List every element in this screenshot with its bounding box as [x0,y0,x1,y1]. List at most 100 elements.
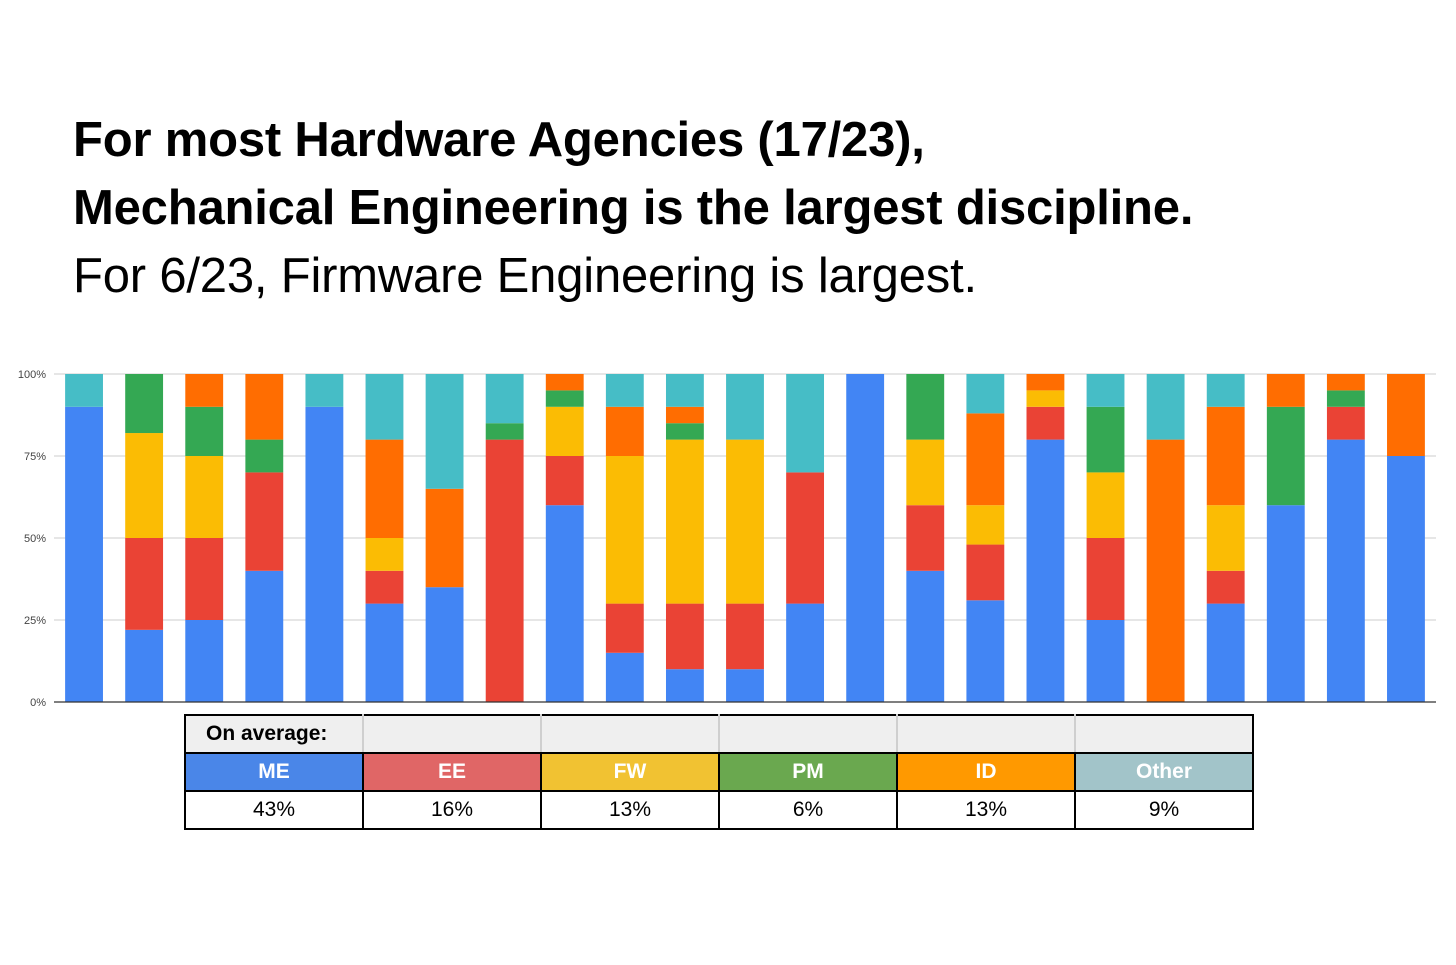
caption-empty-cell [896,714,1076,754]
bar-segment-id [605,406,644,456]
bar-segment-id [966,413,1005,506]
bar-segment-pm [1086,406,1125,473]
bar-segment-me [786,603,825,702]
bar-segment-id [245,374,284,440]
bar-segment-pm [245,439,284,473]
bar-segment-ee [786,472,825,604]
bar-segment-other [726,374,764,440]
averages-caption-row: On average: [184,714,1254,754]
caption-empty-cell [540,714,720,754]
bar-segment-other [425,374,464,489]
header-me: ME [184,752,364,792]
header-id: ID [896,752,1076,792]
value-pm: 6% [718,790,898,830]
bar-segment-id [1146,439,1185,702]
bar-segment-pm [665,423,704,440]
bar-segment-fw [545,406,584,456]
bar-segment-pm [1266,406,1305,506]
bar-segment-me [665,669,704,702]
bar-segment-other [485,374,524,424]
bar-segment-id [185,374,224,407]
header-other: Other [1074,752,1254,792]
header-ee: EE [362,752,542,792]
bar-segment-ee [485,439,524,702]
header-pm: PM [718,752,898,792]
headline-line-3: For 6/23, Firmware Engineering is larges… [73,249,977,303]
bar-segment-me [605,652,644,702]
bar-segment-other [665,374,704,407]
bar-segment-other [1146,374,1185,440]
bar-segment-fw [726,439,764,604]
bar-segment-fw [365,538,404,571]
bar-segment-fw [966,505,1005,545]
bar-segment-id [1266,374,1305,407]
value-other: 9% [1074,790,1254,830]
bar-segment-ee [1326,406,1365,440]
bar-segment-id [1026,374,1065,391]
bar-segment-ee [245,472,284,571]
bar-segment-fw [906,439,945,506]
bar-segment-ee [906,505,945,571]
bar-segment-id [545,374,584,391]
bar-segment-id [1326,374,1365,391]
y-tick-label: 50% [24,533,46,545]
y-tick-label: 100% [18,369,46,381]
caption-empty-cell [718,714,898,754]
averages-table: On average: ME EE FW PM ID Other 43% 16%… [184,714,1254,830]
bar-segment-me [906,570,945,702]
averages-header-row: ME EE FW PM ID Other [184,752,1254,792]
bar-segment-id [425,488,464,588]
bar-segment-me [185,620,224,702]
bar-segment-fw [665,439,704,604]
bar-segment-fw [185,456,224,538]
bar-segment-id [1387,374,1425,456]
stacked-bar-chart: 0% 25% 50% 75% 100% [18,369,1436,709]
bar-segment-pm [485,423,524,440]
bar-segment-me [966,600,1005,702]
headline: For most Hardware Agencies (17/23), Mech… [73,106,1193,310]
headline-line-1: For most Hardware Agencies (17/23), [73,113,925,167]
bar-segment-ee [605,603,644,653]
bar-segment-other [1206,374,1245,407]
bar-segment-pm [125,374,164,434]
bar-segment-other [365,374,404,440]
averages-caption: On average: [184,714,364,754]
bar-segment-me [726,669,764,702]
bar-segment-ee [665,603,704,670]
bar-segment-ee [1086,538,1125,620]
bar-segment-other [786,374,825,473]
bar-segment-me [1266,505,1305,702]
headline-line-2: Mechanical Engineering is the largest di… [73,181,1194,235]
value-id: 13% [896,790,1076,830]
bar-segment-id [365,439,404,538]
bar-segment-ee [185,538,224,620]
bar-segment-me [365,603,404,702]
averages-value-row: 43% 16% 13% 6% 13% 9% [184,790,1254,830]
value-me: 43% [184,790,364,830]
bar-segment-me [425,587,464,702]
bar-segment-ee [966,544,1005,601]
bar-segment-me [1326,439,1365,702]
bar-segment-me [1206,603,1245,702]
bar-segment-ee [1026,406,1065,440]
bar-segment-ee [1206,570,1245,604]
value-ee: 16% [362,790,542,830]
caption-empty-cell [362,714,542,754]
bar-segment-other [65,374,103,407]
bar-segment-ee [726,603,764,670]
bar-segment-me [65,406,103,702]
bar-segment-pm [185,406,224,456]
bar-segment-id [665,406,704,424]
caption-empty-cell [1074,714,1254,754]
bar-segment-other [1086,374,1125,407]
bar-segment-fw [1206,505,1245,571]
bar-segment-me [125,629,164,702]
bar-segment-ee [125,538,164,630]
y-tick-label: 75% [24,451,46,463]
bar-segment-pm [1326,390,1365,407]
bar-segment-id [1206,406,1245,506]
bar-segment-me [1387,456,1425,702]
bar-segment-other [605,374,644,407]
bar-segment-other [966,374,1005,414]
header-fw: FW [540,752,720,792]
